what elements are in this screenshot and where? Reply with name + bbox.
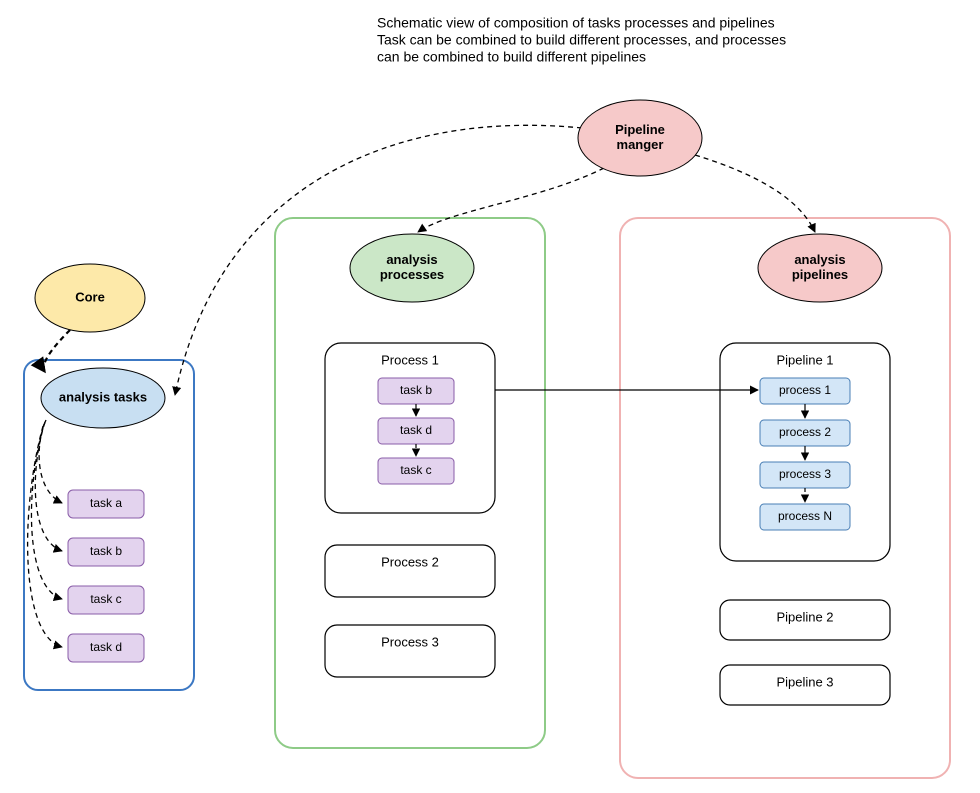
pipeline1-box-title: Pipeline 1 <box>776 352 833 367</box>
analysis-pipelines-node-label-line: pipelines <box>792 267 848 282</box>
task-box-label: task a <box>90 496 122 510</box>
title-line: Task can be combined to build different … <box>377 32 786 48</box>
task-box: task d <box>68 634 144 662</box>
core-node-label: Core <box>75 289 105 304</box>
title-line: Schematic view of composition of tasks p… <box>377 15 775 31</box>
process2-box: Process 2 <box>325 545 495 597</box>
title-line: can be combined to build different pipel… <box>377 49 646 65</box>
analysis-pipelines-node: analysispipelines <box>758 234 882 302</box>
edge-pm-to-processes <box>418 168 604 232</box>
task-box-label: task d <box>90 640 122 654</box>
process3-box-title: Process 3 <box>381 634 439 649</box>
task-box: task b <box>68 538 144 566</box>
core-node: Core <box>35 264 145 332</box>
edge-tasks-to-task-3 <box>28 426 62 647</box>
pipeline1-step-label: process 1 <box>779 383 831 397</box>
task-box: task c <box>68 586 144 614</box>
process2-box-title: Process 2 <box>381 554 439 569</box>
analysis-pipelines-node-label-line: analysis <box>794 252 845 267</box>
analysis-processes-node: analysisprocesses <box>350 234 474 302</box>
process1-box-title: Process 1 <box>381 352 439 367</box>
pipeline-manager-node: Pipelinemanger <box>578 100 702 176</box>
pipeline3-box: Pipeline 3 <box>720 665 890 705</box>
pipeline1-step-label: process 3 <box>779 467 831 481</box>
pipeline-manager-node-label-line: manger <box>617 137 664 152</box>
pipeline-manager-node-label-line: Pipeline <box>615 122 665 137</box>
pipeline1-step-label: process 2 <box>779 425 831 439</box>
pipeline2-box: Pipeline 2 <box>720 600 890 640</box>
task-box-label: task c <box>90 592 121 606</box>
task-box-label: task b <box>90 544 122 558</box>
task-box: task a <box>68 490 144 518</box>
edge-tasks-to-task-2 <box>31 424 62 599</box>
analysis-tasks-node: analysis tasks <box>41 368 165 428</box>
pipeline2-box-title: Pipeline 2 <box>776 609 833 624</box>
analysis-processes-node-label-line: analysis <box>386 252 437 267</box>
analysis-tasks-node-label: analysis tasks <box>59 389 147 404</box>
pipeline1-step-label: process N <box>778 509 832 523</box>
process1-task-label: task c <box>400 463 431 477</box>
edge-pm-to-pipelines <box>695 155 815 232</box>
edge-core-to-tasks <box>44 330 70 372</box>
process1-task-label: task d <box>400 423 432 437</box>
process3-box: Process 3 <box>325 625 495 677</box>
process1-box: Process 1 task b task d task c <box>325 343 495 513</box>
pipeline3-box-title: Pipeline 3 <box>776 674 833 689</box>
pipeline1-box: Pipeline 1 process 1 process 2 process 3 pro… <box>720 343 890 561</box>
title-block: Schematic view of composition of tasks p… <box>377 15 786 65</box>
analysis-processes-node-label-line: processes <box>380 267 444 282</box>
process1-task-label: task b <box>400 383 432 397</box>
